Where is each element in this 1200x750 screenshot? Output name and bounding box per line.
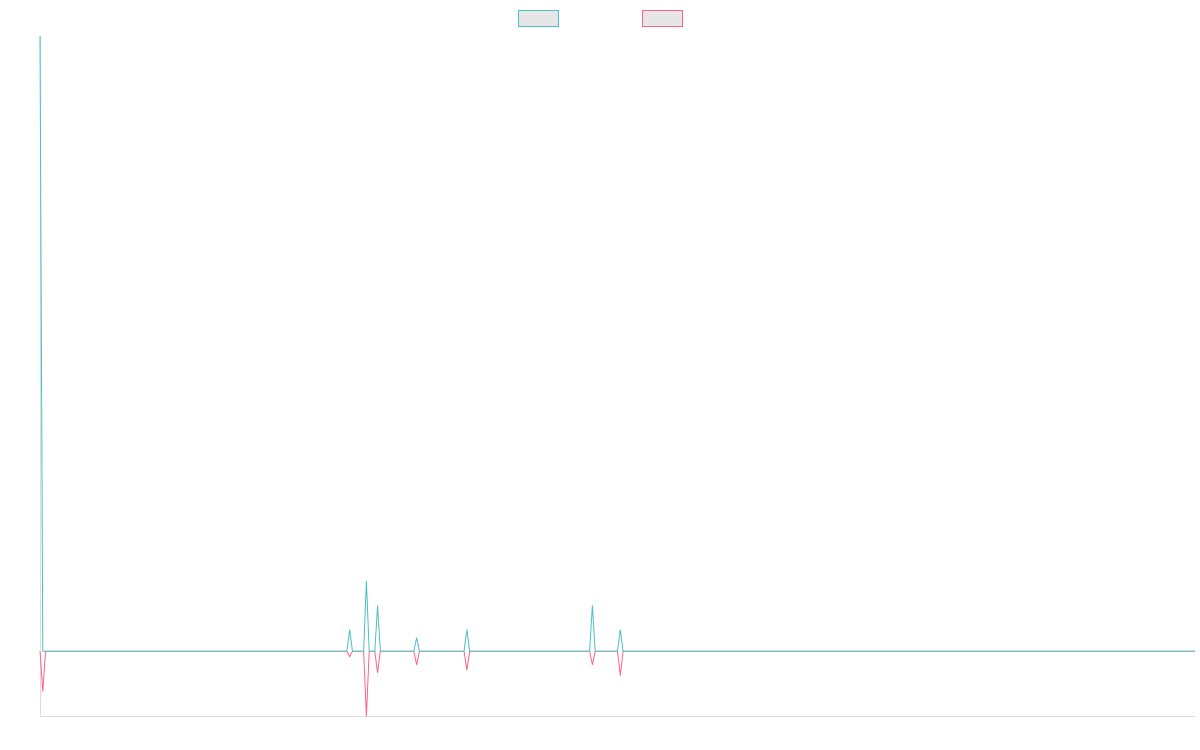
series-line-1 xyxy=(39,35,1195,652)
axes xyxy=(40,36,1195,717)
series-line-2 xyxy=(39,650,1195,717)
legend-swatch-2[interactable] xyxy=(642,10,683,27)
series-layer xyxy=(39,35,1195,717)
legend xyxy=(518,10,683,27)
legend-swatch-1[interactable] xyxy=(518,10,559,27)
